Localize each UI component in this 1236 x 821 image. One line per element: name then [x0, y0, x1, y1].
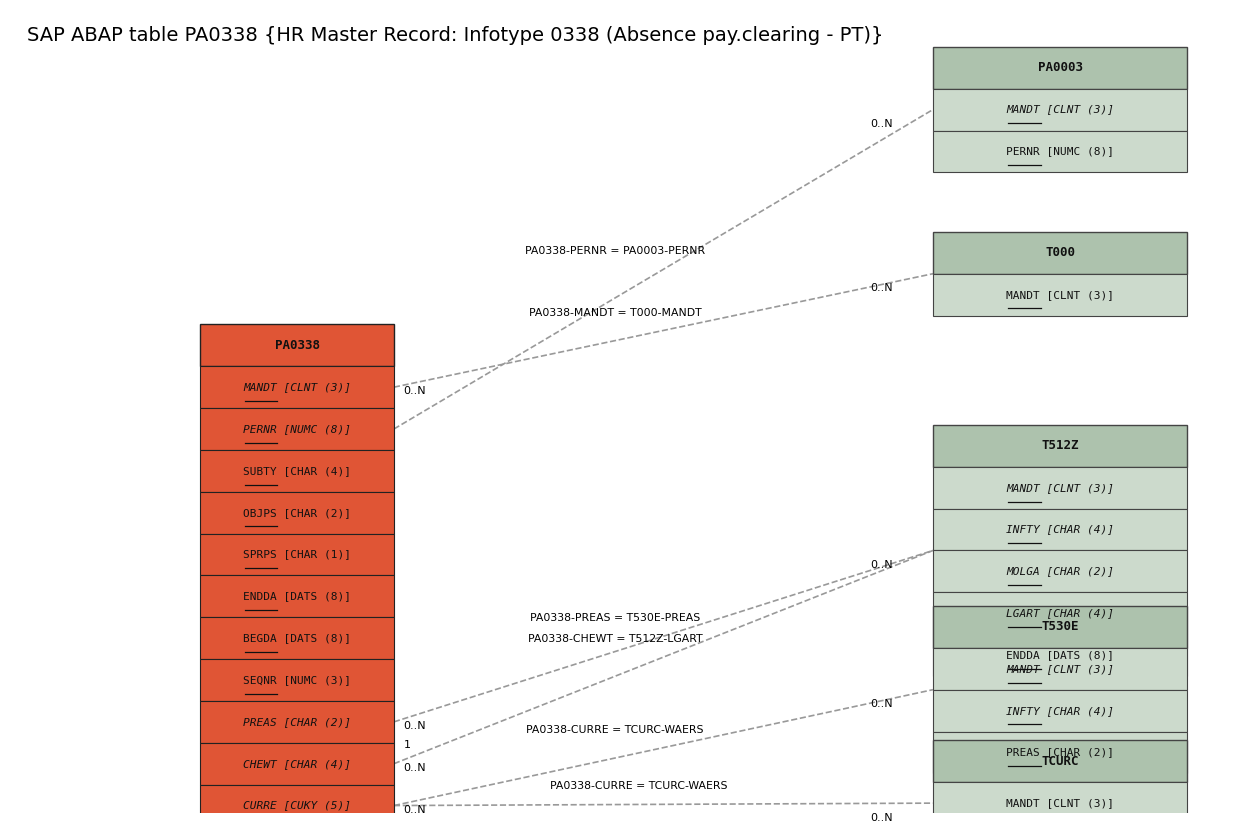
FancyBboxPatch shape: [200, 576, 394, 617]
Text: ENDDA [DATS (8)]: ENDDA [DATS (8)]: [1006, 650, 1114, 660]
Text: 0..N: 0..N: [870, 813, 892, 821]
FancyBboxPatch shape: [933, 648, 1188, 690]
FancyBboxPatch shape: [933, 741, 1188, 782]
Text: T530E: T530E: [1042, 621, 1079, 634]
Text: SUBTY [CHAR (4)]: SUBTY [CHAR (4)]: [243, 466, 351, 476]
Text: PA0338-CURRE = TCURC-WAERS: PA0338-CURRE = TCURC-WAERS: [527, 725, 703, 735]
Text: CURRE [CUKY (5)]: CURRE [CUKY (5)]: [243, 800, 351, 810]
Text: 0..N: 0..N: [404, 721, 426, 731]
Text: SAP ABAP table PA0338 {HR Master Record: Infotype 0338 (Absence pay.clearing - P: SAP ABAP table PA0338 {HR Master Record:…: [27, 26, 884, 45]
Text: OBJPS [CHAR (2)]: OBJPS [CHAR (2)]: [243, 507, 351, 518]
Text: INFTY [CHAR (4)]: INFTY [CHAR (4)]: [1006, 525, 1114, 534]
FancyBboxPatch shape: [200, 701, 394, 743]
Text: BEGDA [DATS (8)]: BEGDA [DATS (8)]: [243, 633, 351, 643]
Text: MANDT [CLNT (3)]: MANDT [CLNT (3)]: [1006, 290, 1114, 300]
FancyBboxPatch shape: [200, 785, 394, 821]
Text: PA0338: PA0338: [274, 339, 320, 352]
Text: PREAS [CHAR (2)]: PREAS [CHAR (2)]: [1006, 747, 1114, 758]
Text: PERNR [NUMC (8)]: PERNR [NUMC (8)]: [243, 424, 351, 434]
FancyBboxPatch shape: [933, 782, 1188, 821]
Text: MANDT [CLNT (3)]: MANDT [CLNT (3)]: [1006, 104, 1114, 115]
FancyBboxPatch shape: [933, 131, 1188, 172]
Text: 0..N: 0..N: [870, 699, 892, 709]
FancyBboxPatch shape: [200, 492, 394, 534]
FancyBboxPatch shape: [933, 467, 1188, 509]
Text: 0..N: 0..N: [404, 805, 426, 814]
Text: SEQNR [NUMC (3)]: SEQNR [NUMC (3)]: [243, 675, 351, 685]
FancyBboxPatch shape: [200, 659, 394, 701]
Text: MANDT [CLNT (3)]: MANDT [CLNT (3)]: [1006, 663, 1114, 674]
FancyBboxPatch shape: [200, 366, 394, 408]
Text: PA0338-CHEWT = T512Z-LGART: PA0338-CHEWT = T512Z-LGART: [528, 635, 702, 644]
Text: SPRPS [CHAR (1)]: SPRPS [CHAR (1)]: [243, 549, 351, 560]
FancyBboxPatch shape: [200, 617, 394, 659]
FancyBboxPatch shape: [933, 606, 1188, 648]
FancyBboxPatch shape: [933, 273, 1188, 315]
Text: PA0338-PREAS = T530E-PREAS: PA0338-PREAS = T530E-PREAS: [530, 613, 700, 623]
Text: MOLGA [CHAR (2)]: MOLGA [CHAR (2)]: [1006, 566, 1114, 576]
Text: PREAS [CHAR (2)]: PREAS [CHAR (2)]: [243, 717, 351, 727]
FancyBboxPatch shape: [933, 690, 1188, 732]
FancyBboxPatch shape: [933, 232, 1188, 273]
Text: 0..N: 0..N: [870, 560, 892, 570]
FancyBboxPatch shape: [200, 743, 394, 785]
Text: PA0338-MANDT = T000-MANDT: PA0338-MANDT = T000-MANDT: [529, 308, 701, 318]
Text: 0..N: 0..N: [870, 119, 892, 129]
Text: T512Z: T512Z: [1042, 439, 1079, 452]
FancyBboxPatch shape: [933, 732, 1188, 773]
Text: MANDT [CLNT (3)]: MANDT [CLNT (3)]: [1006, 798, 1114, 808]
Text: MANDT [CLNT (3)]: MANDT [CLNT (3)]: [1006, 483, 1114, 493]
Text: ENDDA [DATS (8)]: ENDDA [DATS (8)]: [243, 591, 351, 601]
FancyBboxPatch shape: [933, 89, 1188, 131]
FancyBboxPatch shape: [933, 634, 1188, 676]
Text: T000: T000: [1046, 246, 1075, 259]
FancyBboxPatch shape: [933, 509, 1188, 551]
FancyBboxPatch shape: [200, 450, 394, 492]
Text: PA0338-CURRE = TCURC-WAERS: PA0338-CURRE = TCURC-WAERS: [550, 782, 728, 791]
Text: PA0338-PERNR = PA0003-PERNR: PA0338-PERNR = PA0003-PERNR: [525, 246, 705, 256]
FancyBboxPatch shape: [933, 47, 1188, 89]
Text: CHEWT [CHAR (4)]: CHEWT [CHAR (4)]: [243, 759, 351, 768]
FancyBboxPatch shape: [200, 408, 394, 450]
Text: PA0003: PA0003: [1037, 62, 1083, 74]
FancyBboxPatch shape: [200, 324, 394, 366]
Text: 1: 1: [404, 740, 410, 750]
FancyBboxPatch shape: [200, 534, 394, 576]
Text: PERNR [NUMC (8)]: PERNR [NUMC (8)]: [1006, 146, 1114, 157]
FancyBboxPatch shape: [933, 592, 1188, 634]
Text: LGART [CHAR (4)]: LGART [CHAR (4)]: [1006, 608, 1114, 618]
Text: 0..N: 0..N: [404, 763, 426, 773]
FancyBboxPatch shape: [933, 425, 1188, 467]
Text: MANDT [CLNT (3)]: MANDT [CLNT (3)]: [243, 382, 351, 392]
FancyBboxPatch shape: [933, 551, 1188, 592]
Text: 0..N: 0..N: [870, 283, 892, 293]
Text: TCURC: TCURC: [1042, 754, 1079, 768]
Text: 0..N: 0..N: [404, 387, 426, 397]
Text: INFTY [CHAR (4)]: INFTY [CHAR (4)]: [1006, 705, 1114, 716]
